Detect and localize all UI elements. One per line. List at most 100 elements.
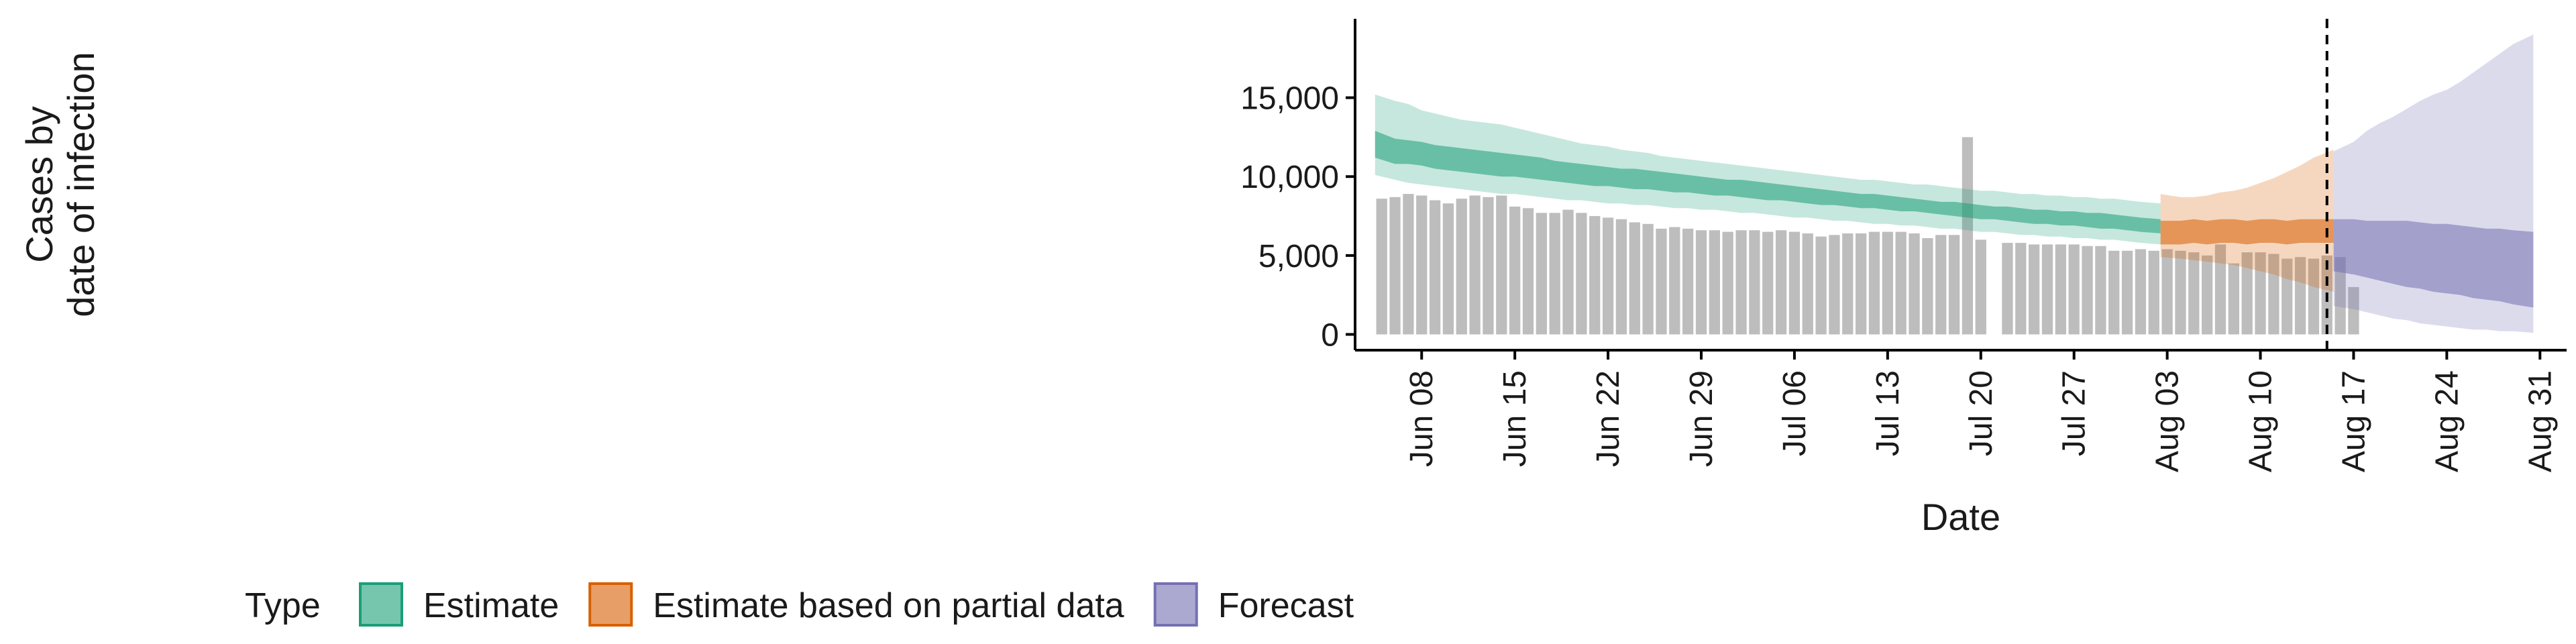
x-tick-label-12: Aug 31	[2522, 370, 2558, 472]
band-median-2	[2333, 219, 2534, 308]
bar-35	[1842, 233, 1854, 335]
bar-36	[1856, 233, 1867, 335]
legend-label-2: Forecast	[1218, 586, 1354, 625]
x-tick-label-10: Aug 17	[2336, 370, 2371, 472]
band-median-0	[1375, 131, 2161, 233]
bar-9	[1496, 195, 1507, 335]
bar-66	[2255, 252, 2266, 335]
bar-62	[2202, 255, 2213, 335]
bar-47	[2002, 243, 2013, 335]
bar-45	[1975, 239, 1986, 335]
bar-54	[2095, 246, 2106, 335]
x-tick-label-1: Jun 15	[1497, 370, 1533, 467]
bar-38	[1882, 231, 1893, 335]
y-axis: 0 5,000 10,000 15,000	[1240, 19, 1356, 353]
bar-18	[1615, 219, 1627, 335]
bar-10	[1509, 206, 1521, 335]
bar-44	[1962, 137, 1974, 335]
bar-4	[1429, 200, 1441, 335]
bar-6	[1456, 199, 1467, 335]
bar-51	[2055, 244, 2066, 335]
bar-37	[1868, 231, 1880, 335]
bar-49	[2029, 244, 2040, 335]
bar-5	[1442, 203, 1454, 335]
bar-16	[1589, 216, 1601, 335]
x-tick-label-7: Jul 27	[2057, 370, 2092, 456]
x-axis: Jun 08 Jun 15 Jun 22 Jun 29 Jul 06 Jul 13 Jul …	[1355, 349, 2567, 472]
bar-11	[1522, 208, 1534, 335]
bar-20	[1642, 223, 1654, 335]
bar-30	[1775, 230, 1787, 335]
bar-34	[1829, 235, 1840, 335]
x-tick-label-4: Jul 06	[1777, 370, 1813, 456]
legend-label-1: Estimate based on partial data	[653, 586, 1124, 625]
bar-69	[2294, 257, 2306, 335]
x-tick-label-8: Aug 03	[2150, 370, 2186, 472]
y-tick-label-2: 10,000	[1240, 160, 1339, 195]
bar-56	[2121, 250, 2133, 335]
bar-59	[2161, 249, 2173, 335]
y-tick-label-0: 0	[1321, 317, 1339, 353]
bar-15	[1576, 213, 1587, 335]
plot-area	[1375, 19, 2534, 350]
x-axis-title: Date	[1921, 496, 2000, 538]
bar-21	[1656, 228, 1667, 335]
bar-3	[1416, 195, 1428, 335]
bar-31	[1788, 231, 1801, 335]
bar-68	[2282, 258, 2293, 335]
x-tick-label-0: Jun 08	[1404, 370, 1440, 467]
bar-43	[1948, 235, 1960, 335]
legend-key-2	[1153, 582, 1198, 627]
bar-57	[2135, 249, 2147, 335]
legend-key-1	[588, 582, 633, 627]
bar-8	[1483, 197, 1494, 335]
bar-52	[2068, 244, 2080, 335]
bar-2	[1403, 194, 1414, 335]
bar-24	[1695, 230, 1707, 335]
bar-32	[1802, 233, 1813, 335]
bar-23	[1682, 228, 1694, 335]
bar-53	[2082, 246, 2093, 335]
bar-70	[2308, 258, 2320, 335]
legend-key-0	[359, 582, 403, 627]
y-axis-title-line-0: Cases by	[18, 106, 60, 262]
bar-67	[2268, 254, 2279, 335]
bar-58	[2148, 250, 2159, 335]
bar-13	[1549, 213, 1560, 335]
bar-19	[1629, 222, 1640, 335]
bar-40	[1909, 233, 1920, 335]
bar-14	[1562, 209, 1574, 335]
estimate-bands	[1375, 34, 2534, 333]
x-tick-label-3: Jun 29	[1684, 370, 1719, 467]
y-axis-title: Cases bydate of infection	[18, 52, 102, 317]
y-tick-label-1: 5,000	[1258, 239, 1339, 274]
x-tick-label-9: Aug 10	[2243, 370, 2279, 472]
x-tick-label-2: Jun 22	[1591, 370, 1626, 467]
bar-12	[1536, 213, 1547, 335]
bar-27	[1735, 230, 1747, 335]
observed-cases-bars	[1376, 137, 2359, 335]
bar-29	[1762, 231, 1774, 335]
bar-72	[2334, 257, 2346, 335]
legend-label-0: Estimate	[423, 586, 559, 625]
bar-1	[1389, 197, 1401, 335]
bar-42	[1935, 235, 1947, 335]
bar-0	[1376, 199, 1387, 335]
y-tick-label-3: 15,000	[1240, 81, 1339, 117]
bar-22	[1669, 227, 1680, 335]
bar-33	[1815, 236, 1827, 335]
bar-25	[1709, 230, 1720, 335]
bar-63	[2214, 244, 2226, 335]
bar-55	[2108, 250, 2120, 335]
bar-26	[1722, 231, 1733, 335]
x-tick-label-5: Jul 13	[1870, 370, 1906, 456]
bar-28	[1749, 230, 1760, 335]
y-axis-title-line-1: date of infection	[60, 52, 102, 317]
band-median-1	[2160, 219, 2334, 245]
bar-48	[2015, 243, 2027, 335]
x-tick-label-11: Aug 24	[2429, 370, 2465, 472]
bar-73	[2348, 286, 2359, 335]
bar-41	[1922, 237, 1933, 335]
bar-61	[2188, 252, 2200, 335]
